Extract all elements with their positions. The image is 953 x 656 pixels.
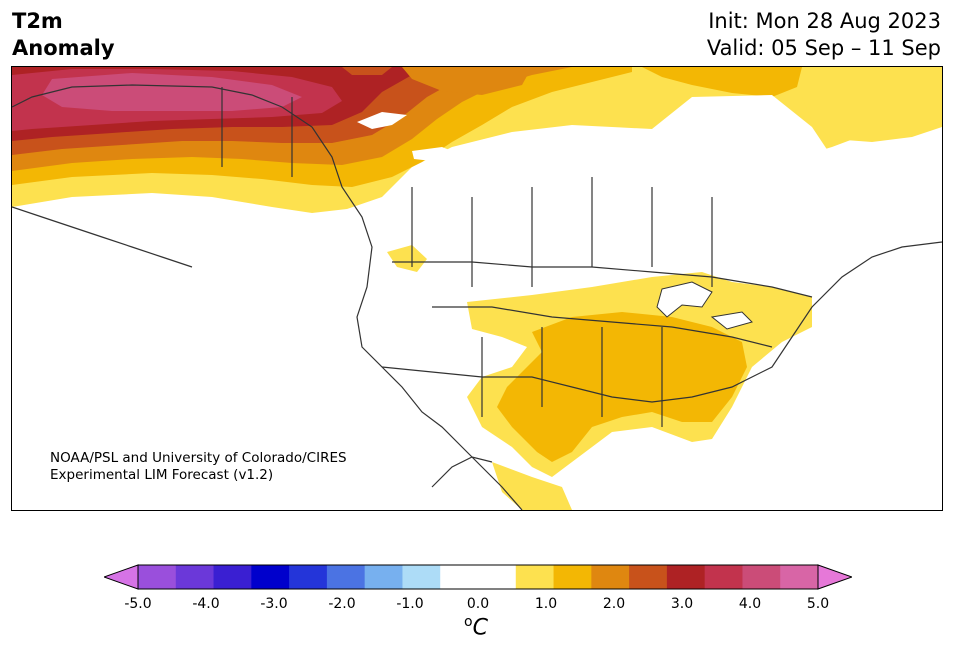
snow-patch-2 — [412, 147, 457, 161]
colorbar-segment — [666, 565, 706, 589]
colorbar-segment — [742, 565, 781, 589]
colorbar-tick-label: -2.0 — [328, 596, 356, 612]
colorbar-segment — [251, 565, 290, 589]
valid-date: Valid: 05 Sep – 11 Sep — [706, 36, 941, 60]
colorbar-tick-label: -5.0 — [124, 596, 152, 612]
colorbar-segment — [553, 565, 592, 589]
unit-letter: C — [472, 615, 488, 641]
colorbar-segment — [515, 565, 555, 589]
anomaly-region-arctic-4 — [802, 67, 942, 142]
anomaly-region-us-3 — [387, 245, 427, 272]
colorbar-segment — [591, 565, 630, 589]
colorbar-segment — [402, 565, 441, 589]
title-line-2: Anomaly — [12, 36, 115, 60]
map-title: T2m Anomaly — [12, 8, 115, 62]
anomaly-region-arctic-3 — [642, 67, 802, 97]
colorbar-extend-high — [817, 564, 852, 590]
anomaly-region-us-2 — [497, 312, 747, 462]
colorbar — [104, 564, 852, 590]
credit-line-2: Experimental LIM Forecast (v1.2) — [50, 467, 274, 483]
colorbar-tick-label: 5.0 — [806, 596, 830, 612]
colorbar-segment — [289, 565, 328, 589]
colorbar-tick-label: 1.0 — [534, 596, 558, 612]
forecast-dates: Init: Mon 28 Aug 2023 Valid: 05 Sep – 11… — [707, 8, 941, 62]
colorbar-segment — [629, 565, 668, 589]
colorbar-outline — [137, 564, 819, 590]
colorbar-tick-label: -3.0 — [260, 596, 288, 612]
colorbar-segment — [175, 565, 215, 589]
anomaly-region-arctic-2 — [342, 67, 392, 75]
credit-line-1: NOAA/PSL and University of Colorado/CIRE… — [50, 450, 347, 466]
snow-patch-1 — [357, 112, 407, 129]
colorbar-segment — [478, 565, 517, 589]
colorbar-unit: oC — [464, 614, 488, 640]
anomaly-region-north-7 — [42, 73, 302, 111]
colorbar-tick-label: -1.0 — [396, 596, 424, 612]
anomaly-map — [12, 67, 942, 510]
anomaly-region-arctic-1 — [402, 67, 532, 95]
init-date: Init: Mon 28 Aug 2023 — [708, 9, 941, 33]
colorbar-tick-label: 2.0 — [602, 596, 626, 612]
colorbar-ticks: -5.0 -4.0 -3.0 -2.0 -1.0 0.0 1.0 2.0 3.0 4.0 5.0 — [0, 596, 953, 616]
colorbar-segment — [364, 565, 403, 589]
colorbar-segment — [138, 565, 177, 589]
great-lakes — [656, 281, 753, 330]
degree-symbol: o — [464, 614, 473, 630]
colorbar-tick-label: 4.0 — [738, 596, 762, 612]
colorbar-extend-low — [104, 564, 139, 590]
colorbar-segment — [326, 565, 366, 589]
colorbar-tick-label: -4.0 — [192, 596, 220, 612]
colorbar-segment — [704, 565, 743, 589]
map-panel: NOAA/PSL and University of Colorado/CIRE… — [11, 66, 943, 511]
colorbar-tick-label: 3.0 — [670, 596, 694, 612]
map-borders — [12, 84, 942, 510]
title-line-1: T2m — [12, 9, 63, 33]
colorbar-segment — [213, 565, 252, 589]
colorbar-segment — [440, 565, 479, 589]
colorbar-segment — [780, 565, 819, 589]
credit-text: NOAA/PSL and University of Colorado/CIRE… — [50, 450, 347, 484]
colorbar-tick-label: 0.0 — [466, 596, 490, 612]
